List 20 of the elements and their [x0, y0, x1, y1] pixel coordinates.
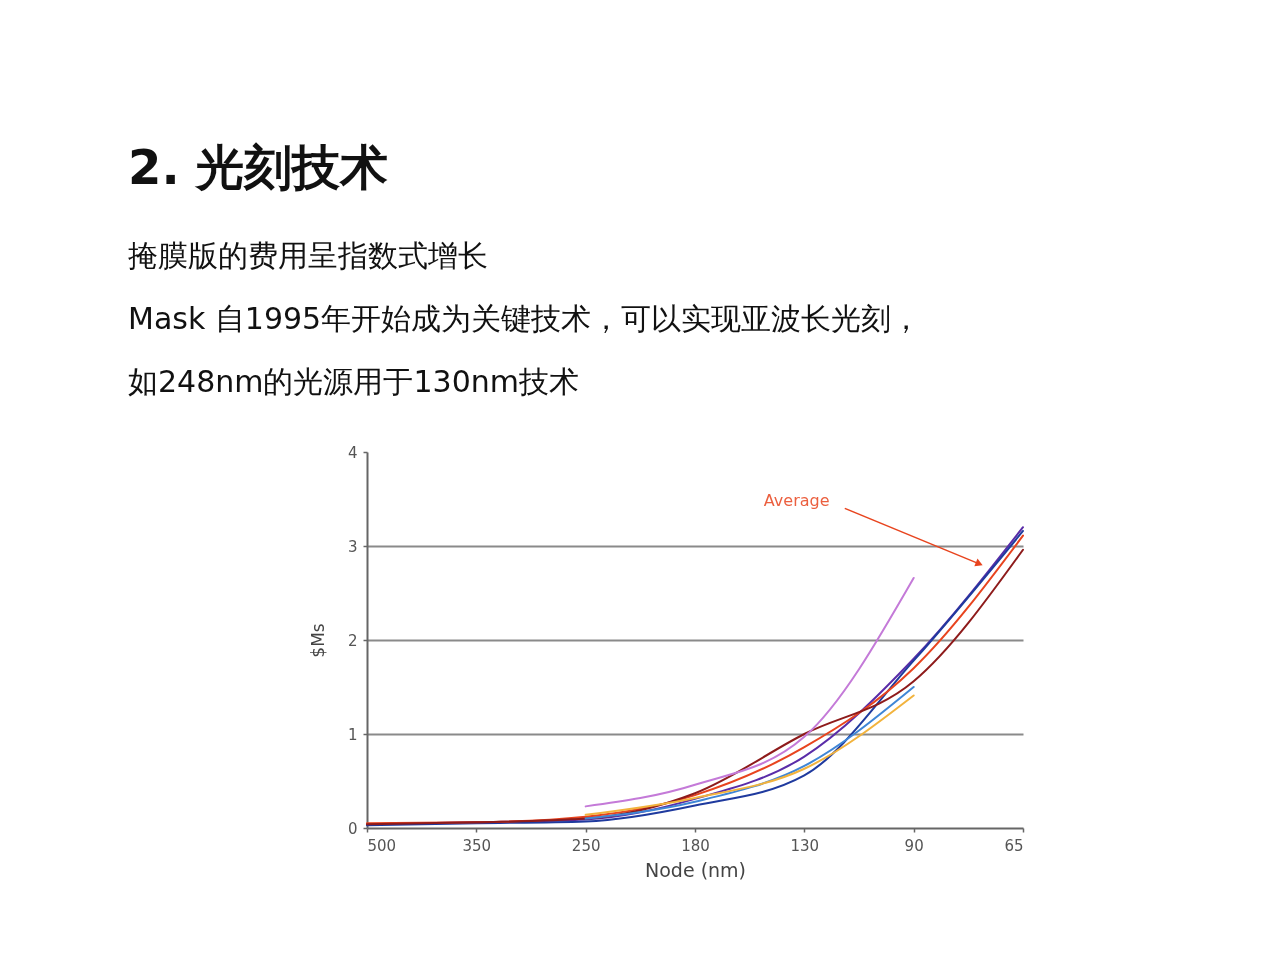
text: 如248nm的光源用于130nm技术	[128, 364, 579, 399]
y-tick-label: 4	[347, 443, 358, 462]
y-tick-label: 1	[347, 725, 358, 744]
y-tick-label: 0	[347, 819, 358, 838]
x-tick-label: 350	[462, 836, 492, 855]
x-tick-label: 65	[1004, 836, 1024, 855]
chart-subtitle: 掩膜版的费用呈指数式增长	[128, 238, 488, 273]
y-axis-title: $Ms	[307, 623, 328, 658]
x-axis-title: Node (nm)	[644, 858, 747, 881]
x-tick-label: 500	[367, 836, 397, 855]
x-tick-label: 250	[571, 836, 601, 855]
y-tick-label: 2	[347, 631, 358, 650]
text: Average	[763, 490, 830, 510]
y-tick-label: 3	[347, 537, 358, 556]
line-series	[584, 576, 915, 808]
x-tick-label: 130	[790, 836, 820, 855]
chart-title: 2. 光刻技术	[128, 139, 389, 195]
x-tick-label: 180	[681, 836, 710, 855]
x-tick-label: 90	[904, 836, 924, 855]
text: Mask 自1995年开始成为关键技术，可以实现亚波长光刻，	[128, 301, 922, 336]
